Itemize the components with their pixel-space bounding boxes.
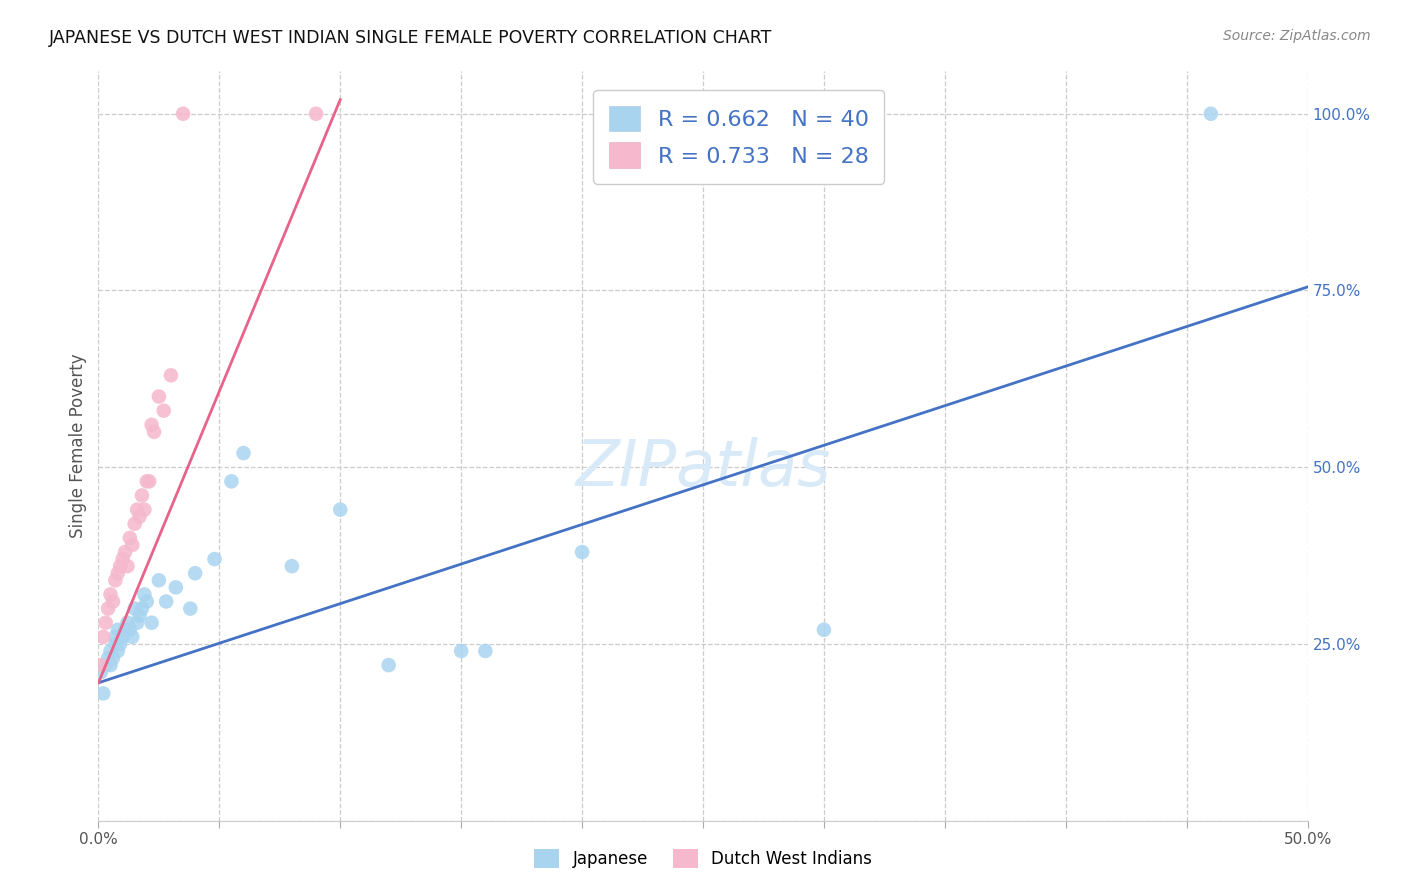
Point [97, 601, 120, 615]
Point [135, 475, 157, 489]
Point [101, 651, 124, 665]
Point [111, 552, 134, 566]
Text: JAPANESE VS DUTCH WEST INDIAN SINGLE FEMALE POVERTY CORRELATION CHART: JAPANESE VS DUTCH WEST INDIAN SINGLE FEM… [49, 29, 772, 46]
Point [114, 623, 136, 637]
Point [100, 658, 122, 673]
Point [91, 686, 114, 700]
Point [377, 658, 399, 673]
Point [111, 630, 134, 644]
Point [305, 107, 328, 121]
Point [141, 615, 163, 630]
Point [135, 594, 157, 608]
Point [107, 644, 129, 658]
Text: Source: ZipAtlas.com: Source: ZipAtlas.com [1223, 29, 1371, 43]
Point [118, 623, 141, 637]
Point [172, 107, 194, 121]
Point [131, 601, 153, 615]
Point [90, 658, 112, 673]
Point [155, 594, 177, 608]
Point [108, 559, 131, 574]
Point [127, 615, 149, 630]
Point [204, 552, 226, 566]
Point [104, 630, 127, 644]
Point [90, 665, 112, 680]
Point [221, 475, 243, 489]
Point [232, 446, 254, 460]
Point [128, 509, 150, 524]
Point [329, 502, 352, 516]
Y-axis label: Single Female Poverty: Single Female Poverty [69, 354, 87, 538]
Point [165, 580, 187, 594]
Point [107, 623, 129, 637]
Point [121, 538, 143, 552]
Point [128, 608, 150, 623]
Point [108, 637, 131, 651]
Point [107, 566, 129, 581]
Point [131, 488, 153, 502]
Point [152, 403, 174, 417]
Point [1199, 107, 1222, 121]
Point [571, 545, 593, 559]
Point [148, 390, 170, 404]
Point [117, 615, 139, 630]
Point [179, 601, 201, 615]
Point [281, 559, 304, 574]
Point [97, 651, 120, 665]
Point [184, 566, 207, 581]
Point [94, 658, 117, 673]
Point [117, 559, 139, 574]
Point [141, 417, 163, 432]
Legend: R = 0.662   N = 40, R = 0.733   N = 28: R = 0.662 N = 40, R = 0.733 N = 28 [593, 90, 884, 184]
Point [450, 644, 472, 658]
Point [127, 502, 149, 516]
Point [121, 630, 143, 644]
Text: ZIPatlas: ZIPatlas [575, 437, 831, 500]
Point [143, 425, 166, 439]
Point [124, 516, 146, 531]
Point [100, 587, 122, 601]
Point [114, 545, 136, 559]
Point [474, 644, 496, 658]
Point [91, 630, 114, 644]
Point [101, 594, 124, 608]
Point [104, 637, 127, 651]
Point [148, 574, 170, 588]
Point [118, 531, 141, 545]
Point [104, 574, 127, 588]
Point [94, 615, 117, 630]
Legend: Japanese, Dutch West Indians: Japanese, Dutch West Indians [527, 842, 879, 875]
Point [134, 587, 156, 601]
Point [813, 623, 835, 637]
Point [124, 601, 146, 615]
Point [138, 475, 160, 489]
Point [160, 368, 183, 383]
Point [134, 502, 156, 516]
Point [100, 644, 122, 658]
